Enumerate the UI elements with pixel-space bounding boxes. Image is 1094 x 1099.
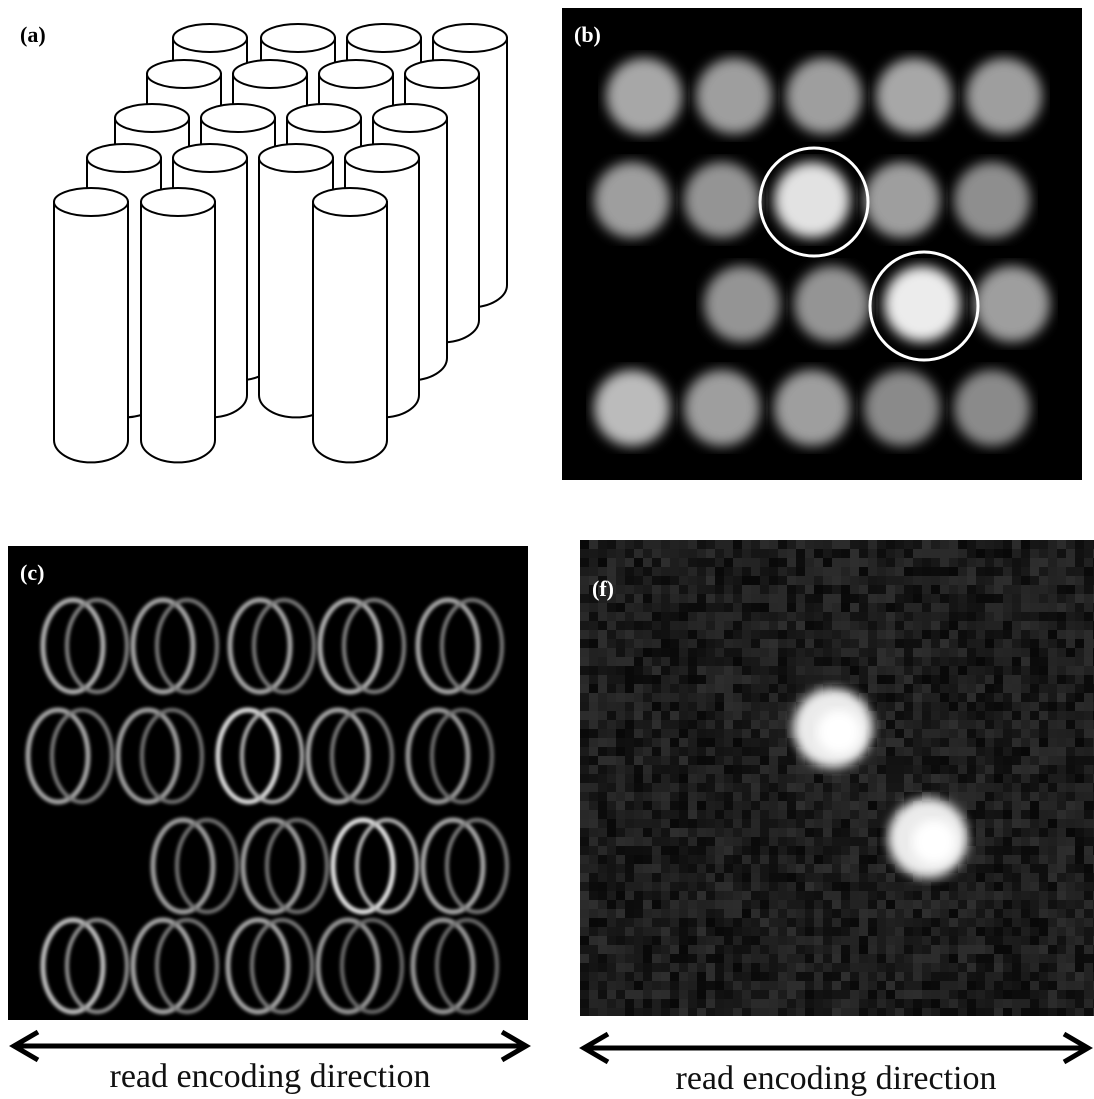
panel-a: (a) [0, 0, 540, 480]
phantom-blob [594, 370, 670, 446]
phantom-blob [594, 162, 670, 238]
phantom-blob [786, 58, 862, 134]
ring-artifact [40, 597, 129, 695]
phantom-blob [704, 266, 780, 342]
phantom-blob [606, 58, 682, 134]
phantom-blob [794, 266, 870, 342]
ring-artifact [317, 597, 406, 695]
ring-artifact [150, 817, 239, 915]
panel-b-label: (b) [574, 22, 601, 47]
ring-artifact [240, 817, 329, 915]
bright-spot [793, 688, 873, 768]
ring-artifact [415, 597, 504, 695]
read-direction-caption-left: read encoding direction [109, 1058, 431, 1095]
phantom-blob [954, 370, 1030, 446]
ring-artifact [330, 817, 419, 915]
noise-background [580, 540, 1094, 1016]
phantom-blob [974, 266, 1050, 342]
ring-artifact [225, 917, 314, 1015]
phantom-image-b [594, 58, 1050, 446]
ring-artifact [420, 817, 509, 915]
phantom-blob [684, 370, 760, 446]
phantom-blob [696, 58, 772, 134]
read-direction-caption-right: read encoding direction [675, 1060, 997, 1097]
panel-f: (f) [580, 540, 1094, 1016]
ring-artifact [40, 917, 129, 1015]
highlight-circle [868, 250, 980, 362]
ring-artifact [410, 917, 499, 1015]
bright-spot [888, 798, 968, 878]
cylinder [312, 187, 388, 464]
phantom-blob [966, 58, 1042, 134]
ring-artifact [405, 707, 494, 805]
noise-image-f [580, 540, 1094, 1016]
phantom-blob [774, 370, 850, 446]
ring-image-c [25, 597, 509, 1015]
phantom-blob [864, 162, 940, 238]
panel-f-label: (f) [592, 576, 614, 601]
ring-artifact [305, 707, 394, 805]
phantom-blob [774, 162, 850, 238]
panel-a-label: (a) [20, 22, 46, 47]
ring-artifact [115, 707, 204, 805]
ring-artifact [130, 597, 219, 695]
panel-c: (c) [8, 546, 528, 1020]
ring-artifact [227, 597, 316, 695]
phantom-blob [684, 162, 760, 238]
ring-artifact [25, 707, 114, 805]
ring-artifact [130, 917, 219, 1015]
phantom-blob [884, 266, 960, 342]
phantom-blob [864, 370, 940, 446]
highlight-circle [758, 146, 870, 258]
cylinder-array-drawing [53, 23, 508, 464]
phantom-blob [954, 162, 1030, 238]
panel-b: (b) [562, 8, 1082, 480]
cylinder [140, 187, 216, 464]
ring-artifact [215, 707, 304, 805]
ring-artifact [315, 917, 404, 1015]
panel-c-label: (c) [20, 560, 45, 585]
read-direction-arrow-right [579, 1031, 1093, 1065]
read-direction-arrow-left [9, 1029, 531, 1063]
cylinder [53, 187, 129, 464]
phantom-blob [876, 58, 952, 134]
